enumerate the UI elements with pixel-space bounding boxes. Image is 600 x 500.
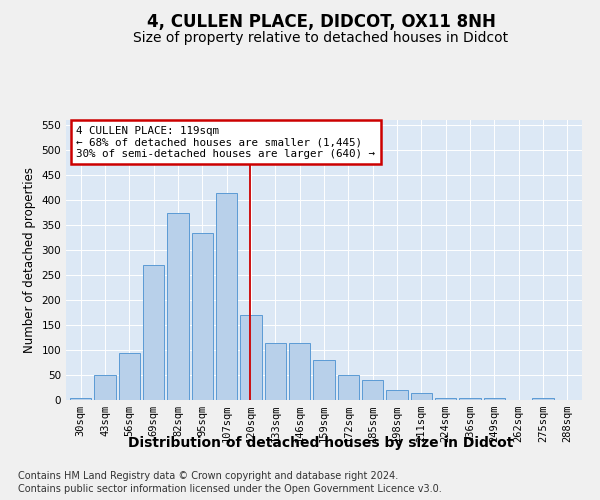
Bar <box>484 398 505 400</box>
Bar <box>143 265 164 400</box>
Bar <box>289 342 310 400</box>
Bar <box>338 375 359 400</box>
Bar <box>386 390 408 400</box>
Bar <box>460 398 481 400</box>
Text: Contains public sector information licensed under the Open Government Licence v3: Contains public sector information licen… <box>18 484 442 494</box>
Bar <box>435 398 457 400</box>
Bar <box>191 232 213 400</box>
Bar <box>70 398 91 400</box>
Bar <box>167 212 188 400</box>
Bar <box>313 360 335 400</box>
Bar <box>362 380 383 400</box>
Bar <box>240 315 262 400</box>
Text: Distribution of detached houses by size in Didcot: Distribution of detached houses by size … <box>128 436 514 450</box>
Text: 4 CULLEN PLACE: 119sqm
← 68% of detached houses are smaller (1,445)
30% of semi-: 4 CULLEN PLACE: 119sqm ← 68% of detached… <box>76 126 376 159</box>
Y-axis label: Number of detached properties: Number of detached properties <box>23 167 36 353</box>
Text: 4, CULLEN PLACE, DIDCOT, OX11 8NH: 4, CULLEN PLACE, DIDCOT, OX11 8NH <box>146 12 496 30</box>
Bar <box>410 392 432 400</box>
Bar <box>94 375 116 400</box>
Bar <box>119 352 140 400</box>
Bar <box>265 342 286 400</box>
Text: Contains HM Land Registry data © Crown copyright and database right 2024.: Contains HM Land Registry data © Crown c… <box>18 471 398 481</box>
Bar <box>216 192 238 400</box>
Text: Size of property relative to detached houses in Didcot: Size of property relative to detached ho… <box>133 31 509 45</box>
Bar <box>532 398 554 400</box>
